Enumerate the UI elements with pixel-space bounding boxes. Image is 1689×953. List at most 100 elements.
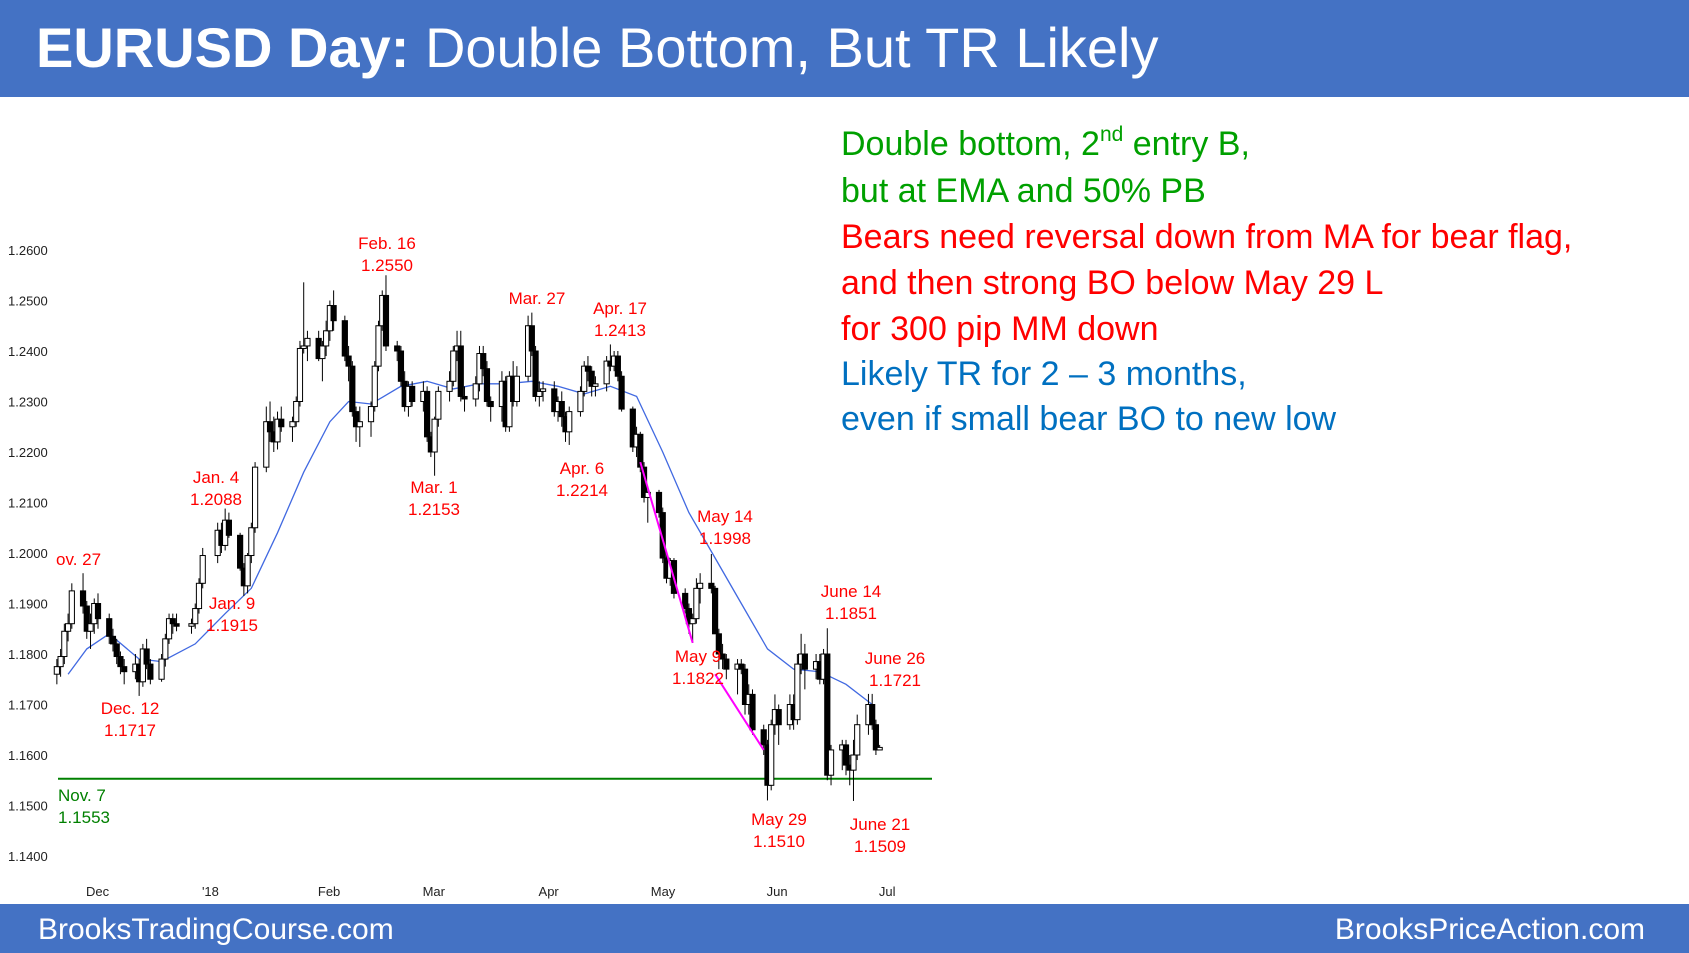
price-annotation: Feb. 16: [358, 234, 416, 253]
x-tick-label: Mar: [423, 884, 446, 899]
bear-candle: [741, 668, 749, 706]
bear-candle: [109, 635, 117, 645]
bull-candle: [693, 587, 700, 620]
price-annotation: 1.2153: [408, 500, 460, 519]
bull-candle: [356, 421, 363, 428]
y-tick-label: 1.1400: [8, 849, 48, 864]
price-annotation: June 14: [821, 582, 882, 601]
bull-candle: [577, 390, 584, 413]
bear-candle: [278, 418, 285, 428]
comment-line-1-pre: Double bottom, 2: [841, 125, 1100, 163]
x-tick-label: Jul: [879, 884, 896, 899]
y-tick-label: 1.2400: [8, 344, 48, 359]
ema-line: [67, 380, 873, 706]
bull-candle: [450, 350, 457, 382]
x-tick-label: Jun: [767, 884, 788, 899]
bull-candle: [195, 582, 203, 610]
bear-candle: [121, 666, 128, 673]
bear-candle: [629, 408, 636, 448]
footer-right-site: BrooksPriceAction.com: [1334, 913, 1645, 946]
bull-candle: [68, 590, 75, 625]
bull-candle: [794, 663, 801, 721]
comment-line-2: but at EMA and 50% PB: [841, 172, 1206, 210]
bull-candle: [293, 401, 300, 423]
bear-candle: [394, 345, 401, 352]
price-annotation: 1.2088: [190, 490, 242, 509]
bull-candle: [513, 375, 520, 402]
bear-candle: [760, 729, 767, 746]
price-annotation: 1.2214: [556, 481, 608, 500]
comment-line-7: even if small bear BO to new low: [841, 400, 1337, 438]
title-bold: EURUSD Day:: [36, 16, 410, 79]
bear-candle: [225, 519, 233, 536]
bear-candle: [588, 370, 595, 387]
bull-candle: [592, 383, 599, 387]
price-annotation: 1.1915: [206, 616, 258, 635]
price-annotation: Mar. 1: [410, 478, 457, 497]
bear-candle: [487, 401, 494, 408]
comment-line-4: and then strong BO below May 29 L: [841, 264, 1384, 302]
price-annotation: 1.1822: [672, 669, 724, 688]
bear-candle: [79, 590, 87, 607]
bear-candle: [532, 350, 539, 397]
bear-candle: [749, 693, 756, 731]
y-tick-label: 1.2200: [8, 445, 48, 460]
bear-candle: [528, 325, 535, 352]
price-annotation: Jan. 9: [209, 594, 255, 613]
bear-candle: [723, 658, 730, 670]
bear-candle: [461, 395, 468, 400]
bear-candle: [113, 643, 120, 658]
bull-candle: [57, 656, 64, 668]
bear-candle: [352, 411, 360, 428]
bear-candle: [801, 653, 808, 670]
bear-candle: [266, 421, 274, 433]
bull-candle: [158, 658, 165, 680]
bull-candle: [539, 388, 547, 392]
price-annotation: 1.1510: [753, 832, 805, 851]
bear-candle: [117, 656, 124, 668]
bear-candle: [618, 375, 625, 410]
bull-candle: [472, 383, 479, 400]
bear-candle: [775, 709, 782, 726]
bear-candle: [659, 512, 666, 559]
bull-candle: [87, 623, 94, 632]
bear-candle: [409, 385, 416, 403]
price-annotation: 1.2413: [594, 321, 646, 340]
price-annotation: May 9: [675, 647, 721, 666]
bear-candle: [83, 605, 90, 632]
bear-candle: [169, 618, 176, 625]
bear-candle: [584, 365, 592, 372]
bull-candle: [697, 582, 704, 589]
bull-candle: [367, 406, 375, 423]
bear-candle: [237, 534, 244, 569]
bear-candle: [715, 633, 722, 655]
bull-candle: [248, 527, 255, 557]
price-annotation: Dec. 12: [101, 699, 160, 718]
comment-line-1-post: entry B,: [1123, 125, 1250, 163]
price-annotation: 1.1553: [58, 808, 110, 827]
x-tick-label: Dec: [86, 884, 110, 899]
bear-candle: [682, 592, 689, 610]
price-annotation: May 29: [751, 810, 807, 829]
y-tick-label: 1.1600: [8, 748, 48, 763]
bear-candle: [173, 623, 180, 627]
x-tick-label: '18: [202, 884, 219, 899]
bull-candle: [850, 754, 857, 771]
price-annotation: Nov. 7: [58, 786, 106, 805]
bear-candle: [147, 663, 154, 680]
bear-candle: [824, 653, 831, 776]
x-tick-label: Apr: [539, 884, 560, 899]
bull-candle: [162, 638, 169, 660]
bull-candle: [581, 365, 588, 392]
bear-candle: [349, 365, 356, 413]
bear-candle: [143, 648, 150, 665]
x-tick-label: May: [651, 884, 676, 899]
bear-candle: [424, 390, 431, 438]
bull-candle: [61, 630, 68, 658]
price-annotation: Jan. 4: [193, 468, 239, 487]
comment-line-1: Double bottom, 2nd entry B,: [841, 122, 1250, 166]
y-tick-label: 1.2500: [8, 294, 48, 309]
bear-candle: [842, 744, 850, 766]
bull-candle: [536, 390, 543, 397]
price-annotation: June 21: [850, 815, 911, 834]
